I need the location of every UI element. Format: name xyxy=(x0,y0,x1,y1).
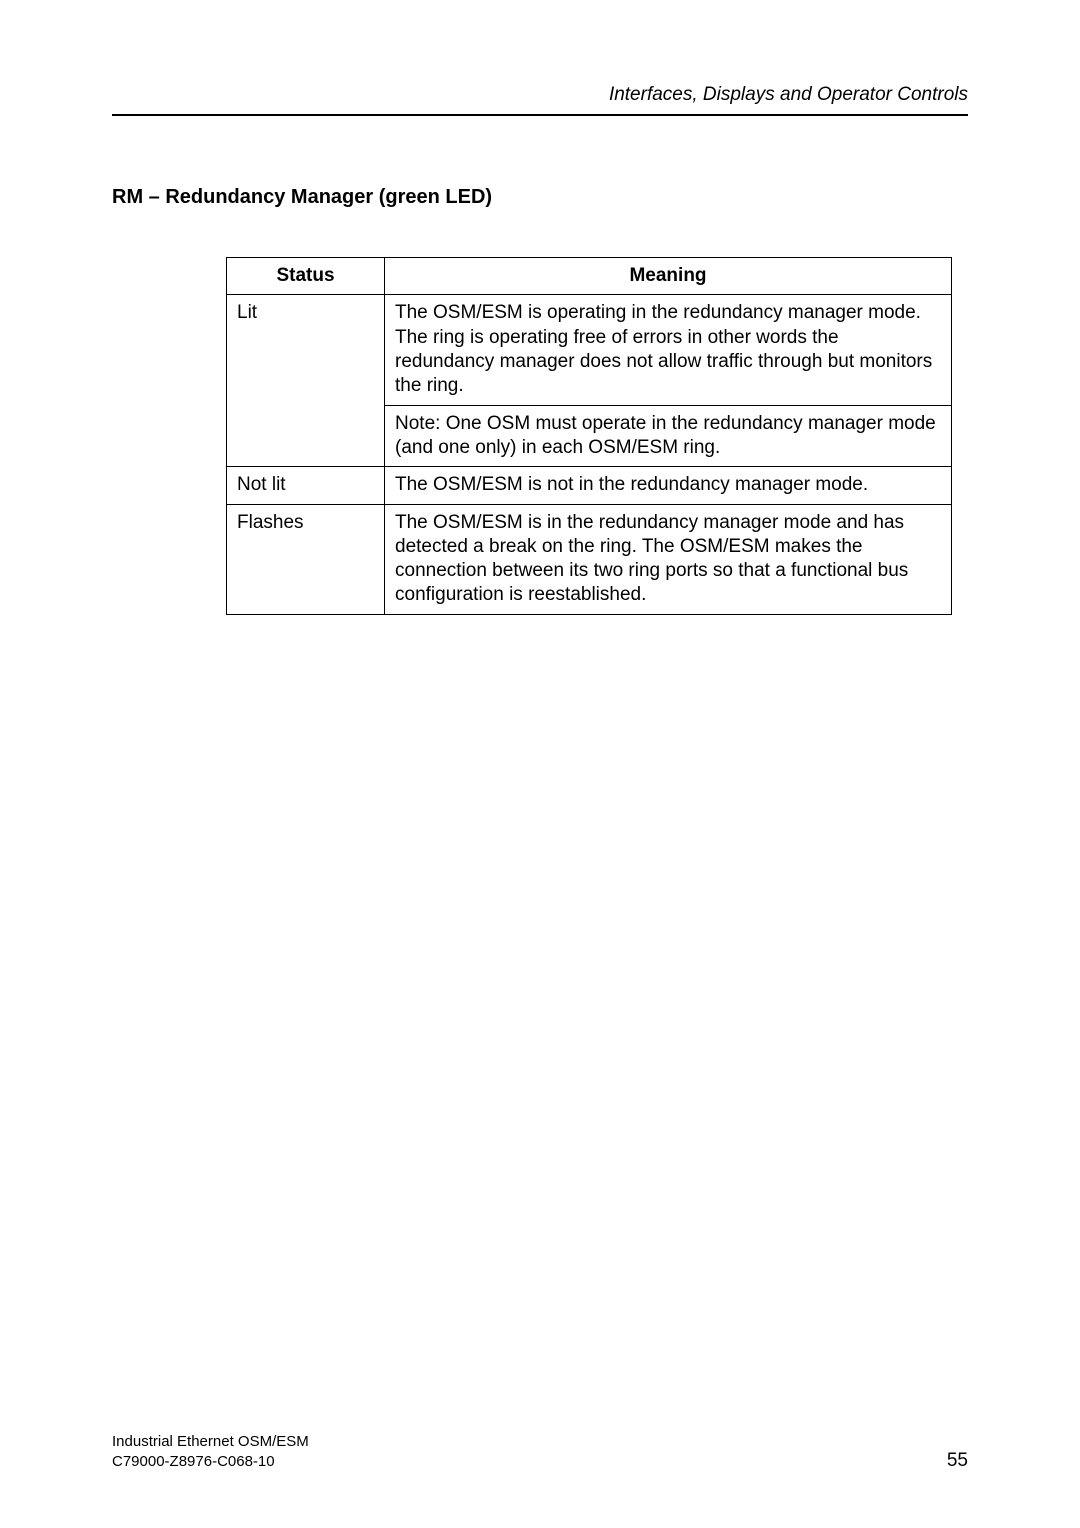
meaning-cell: The OSM/ESM is in the redundancy manager… xyxy=(385,504,952,614)
page-header: Interfaces, Displays and Operator Contro… xyxy=(112,84,968,116)
footer-line2: C79000-Z8976-C068-10 xyxy=(112,1452,309,1472)
status-table: Status Meaning Lit The OSM/ESM is operat… xyxy=(226,257,952,615)
table-row: Lit The OSM/ESM is operating in the redu… xyxy=(227,295,952,405)
table-row: Flashes The OSM/ESM is in the redundancy… xyxy=(227,504,952,614)
meaning-cell: The OSM/ESM is not in the redundancy man… xyxy=(385,467,952,504)
column-header-status: Status xyxy=(227,258,385,295)
section-title: RM – Redundancy Manager (green LED) xyxy=(112,186,968,209)
meaning-cell: The OSM/ESM is operating in the redundan… xyxy=(385,295,952,405)
table-header-row: Status Meaning xyxy=(227,258,952,295)
status-cell: Flashes xyxy=(227,504,385,614)
footer-doc-info: Industrial Ethernet OSM/ESM C79000-Z8976… xyxy=(112,1432,309,1473)
table-row: Not lit The OSM/ESM is not in the redund… xyxy=(227,467,952,504)
status-table-wrapper: Status Meaning Lit The OSM/ESM is operat… xyxy=(226,257,968,615)
running-title: Interfaces, Displays and Operator Contro… xyxy=(112,84,968,116)
page-footer: Industrial Ethernet OSM/ESM C79000-Z8976… xyxy=(112,1432,968,1473)
footer-page-number: 55 xyxy=(947,1450,968,1472)
meaning-note-cell: Note: One OSM must operate in the redund… xyxy=(385,405,952,467)
status-cell: Not lit xyxy=(227,467,385,504)
footer-line1: Industrial Ethernet OSM/ESM xyxy=(112,1432,309,1452)
column-header-meaning: Meaning xyxy=(385,258,952,295)
status-cell: Lit xyxy=(227,295,385,467)
